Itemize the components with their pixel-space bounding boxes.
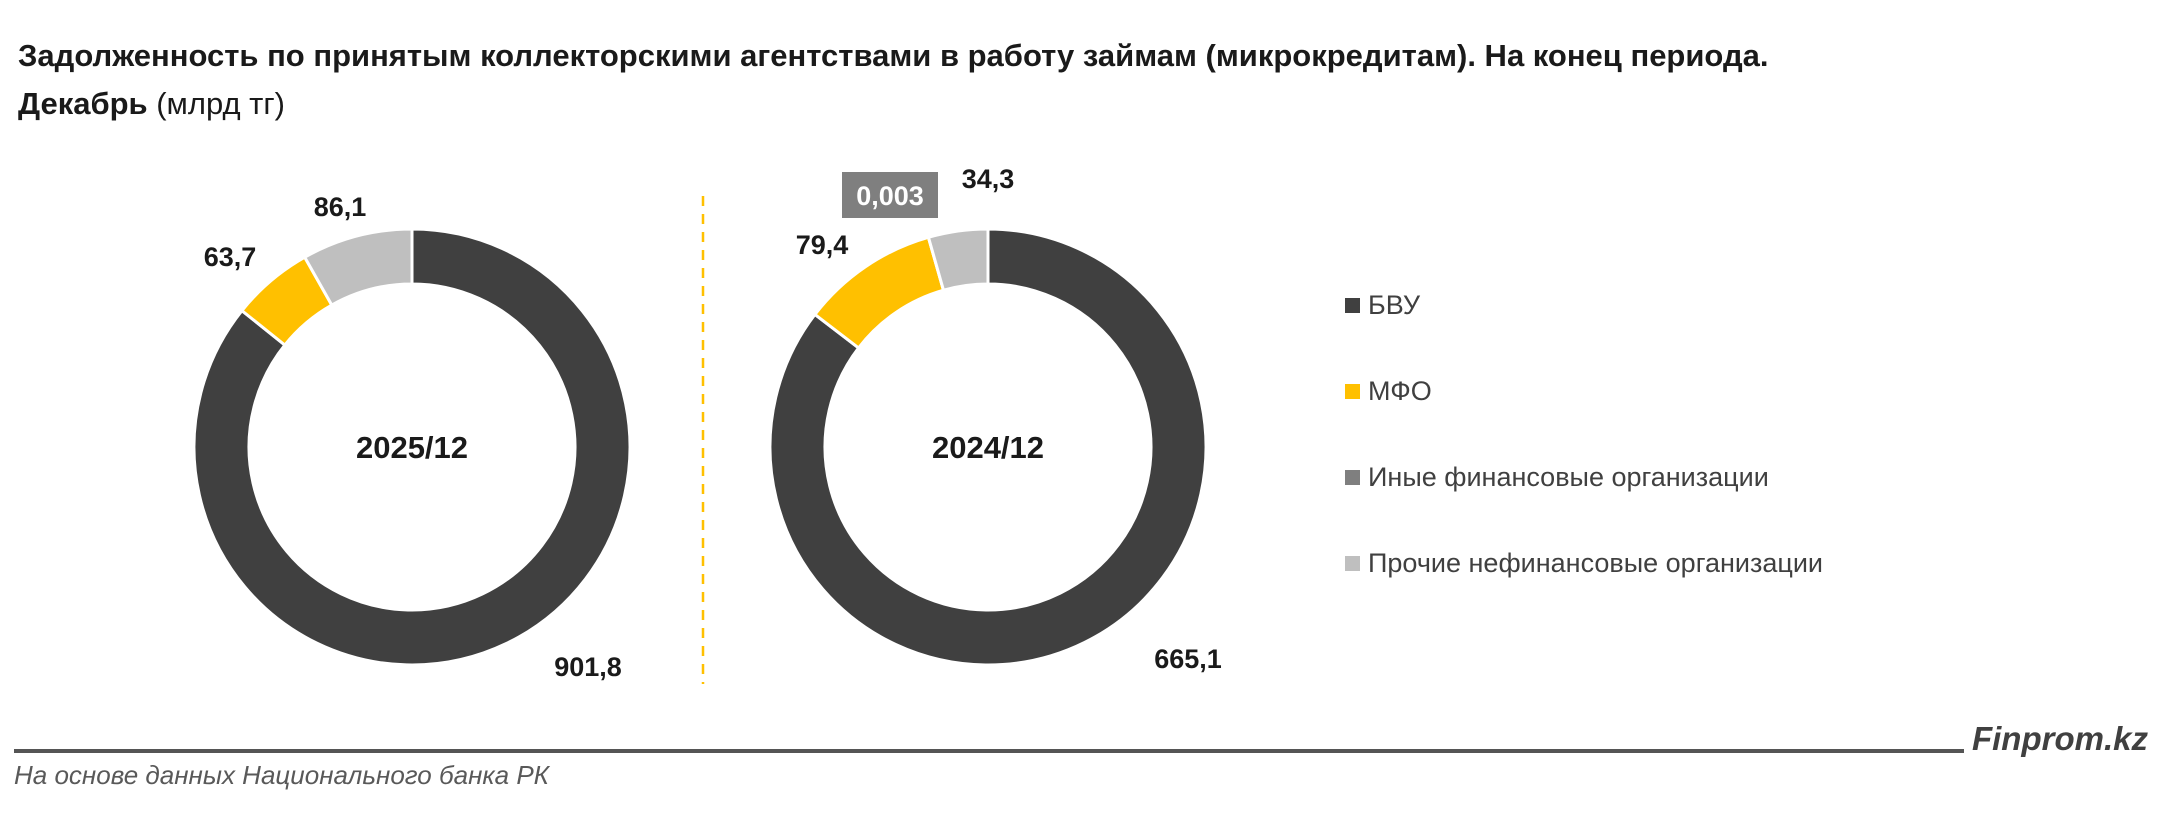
chart-title: Задолженность по принятым коллекторскими… (18, 38, 1769, 73)
data-label: 63,7 (204, 242, 257, 272)
legend-item-other-financial: Иные финансовые организации (1345, 457, 1823, 497)
data-label-box (842, 172, 938, 218)
data-label: 34,3 (962, 164, 1015, 194)
legend-label: Прочие нефинансовые организации (1368, 547, 1823, 578)
footer-divider (14, 749, 1964, 753)
donut-group: 2025/12 901,8 63,7 86,1 2024/12 665,1 79,40,00… (192, 164, 1222, 682)
brand-logo: Finprom.kz (1971, 720, 2148, 757)
data-label: 86,1 (314, 192, 367, 222)
donut-slice (926, 227, 990, 293)
legend-label: Иные финансовые организации (1368, 461, 1769, 492)
legend-item-bvu: БВУ (1345, 285, 1823, 325)
chart-subtitle: Декабрь (млрд тг) (18, 86, 285, 122)
legend-item-other-nonfinancial: Прочие нефинансовые организации (1345, 543, 1823, 583)
legend-swatch (1345, 383, 1360, 399)
donut-center-label: 2025/12 (356, 430, 468, 465)
subtitle-unit: (млрд тг) (147, 86, 286, 121)
legend: БВУ МФО Иные финансовые организации Проч… (1345, 285, 1823, 629)
legend-label: МФО (1368, 375, 1432, 406)
data-label: 79,4 (796, 230, 849, 260)
data-label: 0,003 (856, 181, 924, 211)
donut-charts: 2025/12 901,8 63,7 86,1 2024/12 665,1 79,40,00… (192, 164, 1222, 684)
subtitle-period: Декабрь (18, 86, 148, 121)
legend-swatch (1345, 297, 1360, 313)
legend-swatch (1345, 469, 1360, 485)
legend-label: БВУ (1368, 289, 1420, 320)
data-label: 665,1 (1154, 644, 1222, 674)
donut-center-label: 2024/12 (932, 430, 1044, 465)
source-note: На основе данных Национального банка РК (14, 760, 550, 790)
donut-slice (302, 227, 414, 308)
donut-slice (768, 227, 1208, 667)
legend-item-mfo: МФО (1345, 371, 1823, 411)
legend-swatch (1345, 555, 1360, 571)
data-label: 901,8 (554, 652, 622, 682)
donut-slice (192, 227, 632, 667)
